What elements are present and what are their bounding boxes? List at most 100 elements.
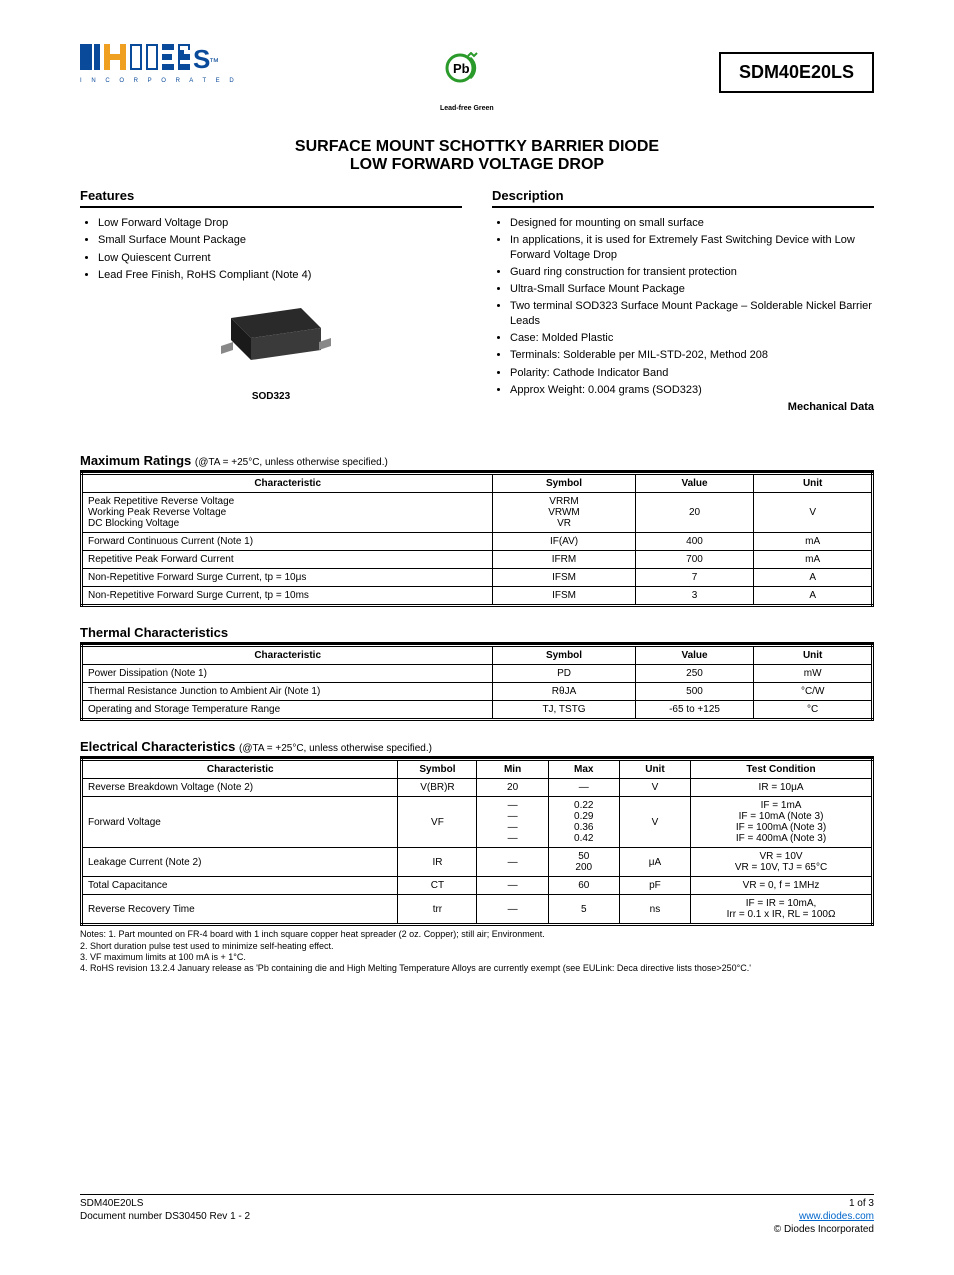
cell: °C/W xyxy=(754,683,873,701)
col-header: Value xyxy=(635,646,754,665)
cell: °C xyxy=(754,701,873,720)
features-list: Low Forward Voltage Drop Small Surface M… xyxy=(80,216,462,282)
cell: Reverse Breakdown Voltage (Note 2) xyxy=(82,779,398,797)
table-row: Repetitive Peak Forward Current IFRM 700… xyxy=(82,551,873,569)
thermal-table: Characteristic Symbol Value Unit Power D… xyxy=(80,644,874,721)
col-header: Characteristic xyxy=(82,646,493,665)
cell: pF xyxy=(619,877,690,895)
cell: mA xyxy=(754,533,873,551)
max-ratings-section: Maximum Ratings (@TA = +25°C, unless oth… xyxy=(80,453,874,607)
title-block: SURFACE MOUNT SCHOTTKY BARRIER DIODE LOW… xyxy=(80,138,874,174)
cell: IF = IR = 10mA, Irr = 0.1 x IR, RL = 100… xyxy=(691,895,873,925)
title-line2: LOW FORWARD VOLTAGE DROP xyxy=(80,156,874,174)
electrical-heading: Electrical Characteristics (@TA = +25°C,… xyxy=(80,739,874,758)
cell: A xyxy=(754,569,873,587)
cell: 5 xyxy=(548,895,619,925)
feature-item: Small Surface Mount Package xyxy=(98,233,462,247)
description-heading: Description xyxy=(492,188,874,208)
footer-link[interactable]: www.diodes.com xyxy=(799,1211,874,1222)
mechanical-data-label: Mechanical Data xyxy=(492,401,874,413)
pb-badge-text: Lead-free Green xyxy=(440,105,494,112)
feature-item: Low Quiescent Current xyxy=(98,251,462,265)
cell: 400 xyxy=(635,533,754,551)
cell: Reverse Recovery Time xyxy=(82,895,398,925)
cell: IF(AV) xyxy=(493,533,635,551)
cell: IFSM xyxy=(493,569,635,587)
cell: trr xyxy=(398,895,477,925)
svg-text:S: S xyxy=(193,44,210,74)
features-column: Features Low Forward Voltage Drop Small … xyxy=(80,188,462,413)
description-item: Case: Molded Plastic xyxy=(510,331,874,345)
col-header: Unit xyxy=(619,760,690,779)
electrical-table: Characteristic Symbol Min Max Unit Test … xyxy=(80,758,874,926)
col-header: Test Condition xyxy=(691,760,873,779)
col-header: Symbol xyxy=(493,474,635,493)
table-row: Forward Continuous Current (Note 1) IF(A… xyxy=(82,533,873,551)
svg-text:™: ™ xyxy=(209,57,219,68)
description-item: Polarity: Cathode Indicator Band xyxy=(510,366,874,380)
col-header: Max xyxy=(548,760,619,779)
feature-item: Low Forward Voltage Drop xyxy=(98,216,462,230)
col-header: Symbol xyxy=(493,646,635,665)
table-row: Power Dissipation (Note 1) PD 250 mW xyxy=(82,665,873,683)
cell: — — — — xyxy=(477,797,548,848)
description-column: Description Designed for mounting on sma… xyxy=(492,188,874,413)
cell: IR xyxy=(398,848,477,877)
package-image: SOD323 xyxy=(80,298,462,402)
table-row: Non-Repetitive Forward Surge Current, tp… xyxy=(82,569,873,587)
cell: Operating and Storage Temperature Range xyxy=(82,701,493,720)
description-item: Ultra-Small Surface Mount Package xyxy=(510,282,874,296)
cell: Power Dissipation (Note 1) xyxy=(82,665,493,683)
cell: Total Capacitance xyxy=(82,877,398,895)
description-item: Designed for mounting on small surface xyxy=(510,216,874,230)
description-list: Designed for mounting on small surface I… xyxy=(492,216,874,397)
note-line: 2. Short duration pulse test used to min… xyxy=(80,941,874,952)
table-row: Total Capacitance CT — 60 pF VR = 0, f =… xyxy=(82,877,873,895)
description-item: In applications, it is used for Extremel… xyxy=(510,233,874,262)
description-item: Two terminal SOD323 Surface Mount Packag… xyxy=(510,299,874,328)
cell: V xyxy=(754,493,873,533)
two-column-layout: Features Low Forward Voltage Drop Small … xyxy=(80,188,874,413)
cell: Non-Repetitive Forward Surge Current, tp… xyxy=(82,569,493,587)
note-line: Notes: 1. Part mounted on FR-4 board wit… xyxy=(80,929,874,940)
cell: 50 200 xyxy=(548,848,619,877)
col-header: Unit xyxy=(754,474,873,493)
cell: 0.22 0.29 0.36 0.42 xyxy=(548,797,619,848)
cell: 500 xyxy=(635,683,754,701)
cell: Repetitive Peak Forward Current xyxy=(82,551,493,569)
cell: — xyxy=(548,779,619,797)
part-number-box: SDM40E20LS xyxy=(719,52,874,93)
description-item: Terminals: Solderable per MIL-STD-202, M… xyxy=(510,348,874,362)
cell: -65 to +125 xyxy=(635,701,754,720)
footer: SDM40E20LS 1 of 3 Document number DS3045… xyxy=(80,1194,874,1235)
cell: IF = 1mA IF = 10mA (Note 3) IF = 100mA (… xyxy=(691,797,873,848)
cell: 60 xyxy=(548,877,619,895)
col-header: Symbol xyxy=(398,760,477,779)
cell: Thermal Resistance Junction to Ambient A… xyxy=(82,683,493,701)
cell: 250 xyxy=(635,665,754,683)
cell: μA xyxy=(619,848,690,877)
footer-doc: Document number DS30450 Rev 1 - 2 xyxy=(80,1211,250,1222)
note-line: 4. RoHS revision 13.2.4 January release … xyxy=(80,963,874,974)
title-line1: SURFACE MOUNT SCHOTTKY BARRIER DIODE xyxy=(80,138,874,156)
col-header: Unit xyxy=(754,646,873,665)
table-row: Forward Voltage VF — — — — 0.22 0.29 0.3… xyxy=(82,797,873,848)
cell: CT xyxy=(398,877,477,895)
cell: IR = 10μA xyxy=(691,779,873,797)
features-heading: Features xyxy=(80,188,462,208)
cell: VRRM VRWM VR xyxy=(493,493,635,533)
cell: VR = 0, f = 1MHz xyxy=(691,877,873,895)
description-item: Guard ring construction for transient pr… xyxy=(510,265,874,279)
description-item: Approx Weight: 0.004 grams (SOD323) xyxy=(510,383,874,397)
footer-part: SDM40E20LS xyxy=(80,1198,143,1209)
max-ratings-table: Characteristic Symbol Value Unit Peak Re… xyxy=(80,472,874,607)
cell: 3 xyxy=(635,587,754,606)
col-header: Characteristic xyxy=(82,760,398,779)
cell: mW xyxy=(754,665,873,683)
notes-block: Notes: 1. Part mounted on FR-4 board wit… xyxy=(80,929,874,974)
cell: IFSM xyxy=(493,587,635,606)
col-header: Characteristic xyxy=(82,474,493,493)
cell: A xyxy=(754,587,873,606)
cell: VR = 10V VR = 10V, TJ = 65°C xyxy=(691,848,873,877)
cell: V xyxy=(619,779,690,797)
